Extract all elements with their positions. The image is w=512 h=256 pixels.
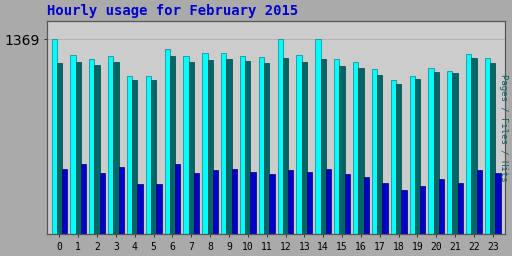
Bar xyxy=(439,179,444,234)
Bar xyxy=(95,65,100,234)
Bar xyxy=(189,62,194,234)
Bar xyxy=(175,164,180,234)
Bar xyxy=(326,169,331,234)
Bar xyxy=(410,76,415,234)
Bar xyxy=(453,73,458,234)
Bar xyxy=(358,68,364,234)
Bar xyxy=(477,170,482,234)
Bar xyxy=(151,80,156,234)
Bar xyxy=(458,183,463,234)
Y-axis label: Pages / Files / Hits: Pages / Files / Hits xyxy=(499,74,508,181)
Bar xyxy=(164,49,170,234)
Bar xyxy=(52,39,57,234)
Bar xyxy=(70,55,76,234)
Bar xyxy=(221,54,226,234)
Bar xyxy=(288,170,293,234)
Bar xyxy=(269,174,274,234)
Bar xyxy=(401,190,407,234)
Bar xyxy=(240,56,245,234)
Bar xyxy=(429,68,434,234)
Bar xyxy=(353,62,358,234)
Bar xyxy=(496,173,501,234)
Bar xyxy=(420,186,425,234)
Bar xyxy=(231,169,237,234)
Bar xyxy=(315,39,321,234)
Bar xyxy=(81,164,86,234)
Text: Hourly usage for February 2015: Hourly usage for February 2015 xyxy=(47,4,298,18)
Bar xyxy=(391,80,396,234)
Bar xyxy=(170,56,175,234)
Bar xyxy=(278,39,283,234)
Bar xyxy=(377,75,382,234)
Bar xyxy=(245,61,250,234)
Bar xyxy=(485,58,490,234)
Bar xyxy=(76,62,81,234)
Bar xyxy=(207,60,213,234)
Bar xyxy=(100,173,105,234)
Bar xyxy=(472,58,477,234)
Bar xyxy=(447,71,453,234)
Bar xyxy=(119,167,124,234)
Bar xyxy=(127,76,132,234)
Bar xyxy=(334,59,339,234)
Bar xyxy=(283,58,288,234)
Bar xyxy=(156,184,162,234)
Bar xyxy=(415,79,420,234)
Bar xyxy=(345,174,350,234)
Bar xyxy=(108,56,113,234)
Bar xyxy=(321,59,326,234)
Bar xyxy=(57,63,62,234)
Bar xyxy=(339,66,345,234)
Bar xyxy=(302,62,307,234)
Bar xyxy=(137,184,143,234)
Bar xyxy=(307,172,312,234)
Bar xyxy=(250,172,256,234)
Bar xyxy=(259,57,264,234)
Bar xyxy=(264,63,269,234)
Bar xyxy=(89,59,95,234)
Bar xyxy=(202,54,207,234)
Bar xyxy=(372,69,377,234)
Bar xyxy=(146,76,151,234)
Bar xyxy=(490,63,496,234)
Bar xyxy=(62,169,68,234)
Bar xyxy=(466,54,472,234)
Bar xyxy=(434,72,439,234)
Bar xyxy=(194,173,199,234)
Bar xyxy=(213,170,218,234)
Bar xyxy=(183,56,189,234)
Bar xyxy=(226,59,231,234)
Bar xyxy=(296,55,302,234)
Bar xyxy=(396,84,401,234)
Bar xyxy=(132,80,137,234)
Bar xyxy=(113,62,119,234)
Bar xyxy=(382,183,388,234)
Bar xyxy=(364,177,369,234)
